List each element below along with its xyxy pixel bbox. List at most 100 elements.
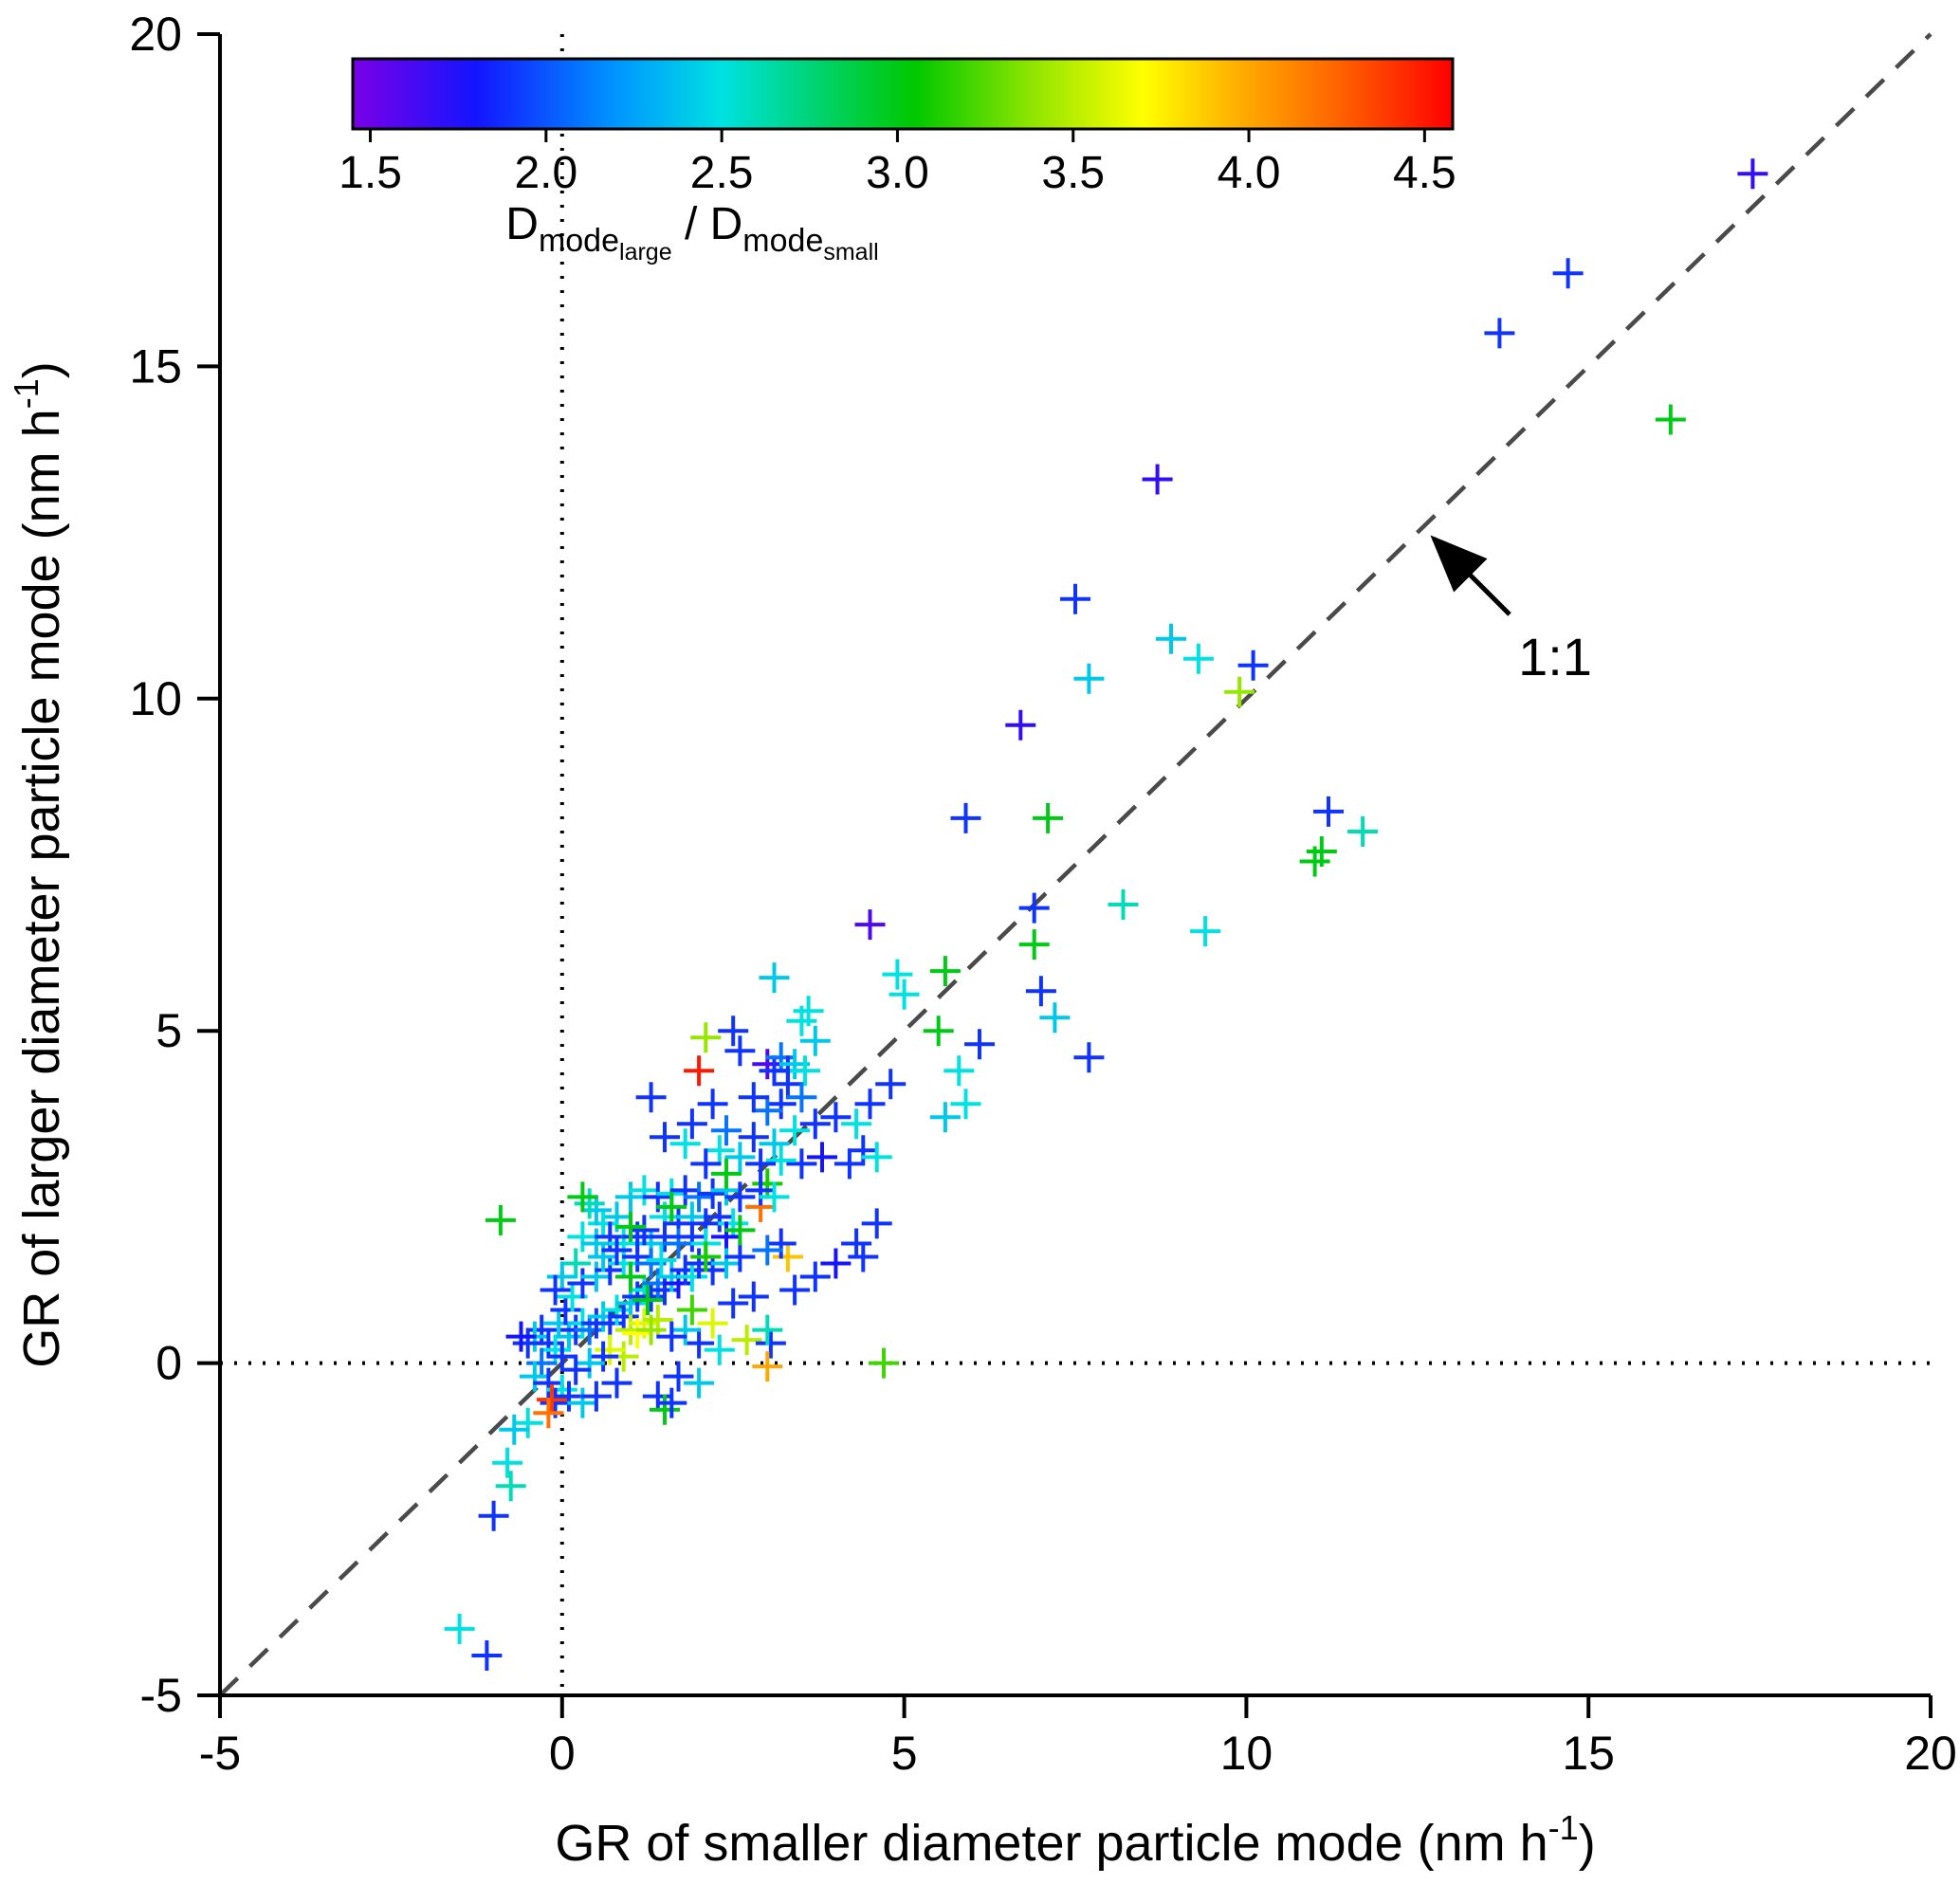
data-point bbox=[854, 1089, 886, 1120]
colorbar-tick-label: 3.0 bbox=[866, 148, 929, 198]
data-point bbox=[574, 1188, 605, 1219]
data-point bbox=[786, 1005, 817, 1036]
data-point bbox=[656, 1387, 687, 1418]
y-tick-label: 10 bbox=[129, 672, 182, 725]
y-tick-label: 0 bbox=[156, 1337, 182, 1390]
data-point bbox=[1737, 158, 1768, 190]
data-point bbox=[772, 1069, 803, 1100]
data-point bbox=[704, 1135, 735, 1166]
data-point bbox=[580, 1381, 612, 1412]
data-point bbox=[799, 1261, 831, 1292]
data-point bbox=[833, 1148, 865, 1180]
data-point bbox=[684, 1248, 715, 1279]
data-point bbox=[595, 1334, 626, 1365]
data-point bbox=[684, 1327, 715, 1359]
data-point bbox=[642, 1381, 673, 1412]
data-point bbox=[554, 1381, 584, 1412]
data-point bbox=[752, 1314, 783, 1345]
data-point bbox=[1033, 802, 1064, 833]
data-point bbox=[601, 1294, 632, 1326]
data-point bbox=[650, 1274, 680, 1306]
data-point bbox=[718, 1208, 749, 1239]
data-point bbox=[929, 956, 961, 987]
one-to-one-label: 1:1 bbox=[1518, 627, 1592, 686]
data-point bbox=[540, 1334, 571, 1365]
data-point bbox=[669, 1314, 701, 1345]
data-point bbox=[738, 1082, 769, 1113]
data-point bbox=[1313, 796, 1344, 827]
colorbar bbox=[351, 57, 1455, 131]
data-point bbox=[615, 1181, 646, 1213]
colorbar-tick-label: 2.5 bbox=[690, 148, 754, 198]
data-point bbox=[526, 1347, 558, 1379]
data-point bbox=[540, 1274, 571, 1306]
data-point bbox=[752, 1168, 783, 1199]
y-tick-label: 20 bbox=[129, 8, 182, 61]
data-point bbox=[567, 1387, 598, 1418]
x-tick-label: 20 bbox=[1904, 1727, 1957, 1780]
data-point bbox=[704, 1201, 735, 1233]
data-point bbox=[950, 802, 981, 833]
data-point bbox=[684, 1367, 715, 1399]
data-point bbox=[738, 1122, 769, 1153]
data-point bbox=[724, 1142, 756, 1173]
colorbar-tick-label: 2.0 bbox=[514, 148, 577, 198]
data-point bbox=[711, 1158, 742, 1189]
data-point bbox=[1237, 650, 1269, 681]
data-point bbox=[841, 1228, 872, 1259]
data-point bbox=[492, 1447, 523, 1478]
data-point bbox=[923, 1016, 954, 1047]
data-point bbox=[669, 1175, 701, 1206]
data-point bbox=[608, 1301, 639, 1332]
data-point bbox=[588, 1341, 619, 1372]
data-point bbox=[752, 1095, 783, 1126]
data-point bbox=[1655, 404, 1686, 435]
data-point bbox=[752, 1049, 783, 1080]
data-point bbox=[888, 979, 920, 1010]
data-point bbox=[820, 1248, 852, 1279]
colorbar-tick-label: 1.5 bbox=[339, 148, 402, 198]
data-point bbox=[745, 1148, 777, 1180]
data-point bbox=[731, 1325, 762, 1356]
data-point bbox=[1025, 976, 1056, 1007]
data-point bbox=[697, 1089, 728, 1120]
data-point bbox=[1552, 258, 1584, 289]
data-point bbox=[646, 1245, 677, 1275]
data-point bbox=[841, 1108, 872, 1140]
data-point bbox=[663, 1361, 694, 1392]
data-point bbox=[861, 1208, 892, 1239]
x-tick-label: 15 bbox=[1562, 1727, 1615, 1780]
data-point bbox=[882, 959, 913, 990]
data-point bbox=[588, 1208, 619, 1239]
y-tick-label: -5 bbox=[140, 1669, 182, 1722]
data-point bbox=[615, 1211, 646, 1242]
data-point bbox=[724, 1241, 756, 1272]
data-point bbox=[1224, 676, 1255, 707]
data-point bbox=[567, 1181, 598, 1213]
colorbar-tick-label: 4.5 bbox=[1393, 148, 1456, 198]
data-point bbox=[560, 1354, 592, 1385]
colorbar-tick-label: 3.5 bbox=[1041, 148, 1105, 198]
data-point bbox=[635, 1281, 667, 1312]
data-point bbox=[779, 1115, 811, 1146]
data-point bbox=[574, 1347, 605, 1379]
data-point bbox=[704, 1334, 735, 1365]
data-point bbox=[663, 1268, 694, 1299]
x-tick-label: 5 bbox=[891, 1727, 918, 1780]
data-point bbox=[1073, 663, 1105, 694]
data-point bbox=[759, 1128, 790, 1160]
data-point bbox=[745, 1175, 777, 1206]
data-point bbox=[690, 1022, 722, 1053]
data-point bbox=[690, 1148, 722, 1180]
data-point bbox=[697, 1178, 728, 1209]
data-point bbox=[629, 1175, 660, 1206]
data-points bbox=[444, 158, 1768, 1671]
data-point bbox=[765, 1144, 797, 1176]
data-point bbox=[1005, 709, 1036, 741]
data-point bbox=[765, 1042, 797, 1073]
data-point bbox=[567, 1268, 598, 1299]
data-point bbox=[772, 1241, 803, 1272]
data-point bbox=[615, 1288, 646, 1319]
data-point bbox=[765, 1089, 797, 1120]
data-point bbox=[622, 1318, 653, 1349]
